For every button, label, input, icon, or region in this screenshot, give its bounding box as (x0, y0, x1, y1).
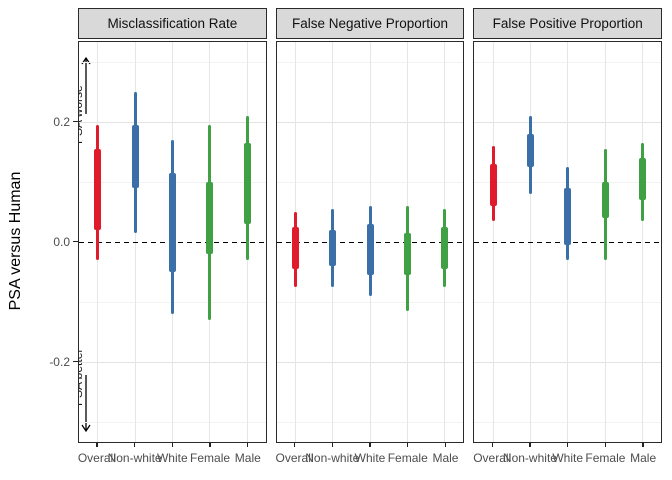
x-tick-mark (247, 443, 249, 447)
x-tick-label-male: Male (432, 451, 459, 465)
interval-inner-non-white (131, 125, 139, 188)
x-tick-mark (491, 443, 493, 447)
facet-panel (473, 41, 663, 443)
x-tick-label-overall: Overall (275, 451, 314, 465)
interval-inner-overall (291, 227, 299, 269)
facet-title: Misclassification Rate (107, 16, 238, 31)
interval-inner-white (168, 173, 176, 272)
facet-panel: PSA worse PSA better (78, 41, 267, 443)
x-tick-mark (96, 443, 98, 447)
x-tick-label-white: White (552, 451, 584, 465)
x-tick-label-male: Male (630, 451, 657, 465)
interval-inner-female (206, 182, 214, 254)
facet-header: False Positive Proportion (473, 8, 663, 39)
y-tick-mark (73, 361, 78, 363)
x-tick-label-female: Female (387, 451, 428, 465)
facet-panel (275, 41, 465, 443)
y-tick-label: -0.2 (49, 355, 70, 369)
facet-title: False Positive Proportion (492, 16, 643, 31)
y-tick-mark (73, 241, 78, 243)
x-tick-mark (529, 443, 531, 447)
down-arrow-icon (81, 375, 91, 433)
y-axis-title: PSA versus Human (7, 171, 24, 311)
interval-inner-male (638, 158, 646, 200)
interval-inner-overall (489, 164, 497, 206)
facet-row: Misclassification Rate PSA worse PSA bet… (78, 8, 663, 467)
interval-inner-female (601, 182, 609, 218)
annotation-psa-better: PSA better (78, 348, 85, 406)
x-tick-label-white: White (156, 451, 188, 465)
facet: False Negative Proportion Overall Non-whi… (276, 8, 465, 467)
x-axis: Overall Non-white White Female Male (78, 443, 267, 467)
interval-inner-white (366, 224, 374, 275)
x-tick-mark (369, 443, 371, 447)
facet-header: Misclassification Rate (78, 8, 267, 39)
facet-title: False Negative Proportion (291, 16, 449, 31)
y-tick-label: 0.2 (53, 115, 70, 129)
x-tick-mark (407, 443, 409, 447)
y-tick-label: 0.0 (53, 235, 70, 249)
x-tick-mark (566, 443, 569, 447)
x-tick-mark (331, 443, 333, 447)
facet: Misclassification Rate PSA worse PSA bet… (78, 8, 267, 467)
x-tick-label-overall: Overall (77, 451, 116, 465)
x-tick-mark (444, 443, 447, 447)
interval-inner-male (441, 227, 449, 269)
x-tick-mark (133, 443, 136, 447)
x-tick-mark (642, 443, 644, 447)
interval-inner-non-white (526, 134, 534, 167)
facet: False Positive Proportion Overall Non-whi… (473, 8, 663, 467)
interval-inner-non-white (329, 230, 337, 266)
interval-inner-female (403, 233, 411, 275)
x-tick-label-non-white: Non-white (107, 451, 162, 465)
x-axis: Overall Non-white White Female Male (473, 443, 662, 467)
x-tick-label-female: Female (585, 451, 626, 465)
x-tick-mark (293, 443, 296, 447)
interval-inner-white (564, 188, 572, 245)
x-tick-mark (604, 443, 607, 447)
interval-inner-male (243, 143, 251, 224)
x-tick-label-non-white: Non-white (305, 451, 360, 465)
x-axis: Overall Non-white White Female Male (276, 443, 465, 467)
y-tick-mark (73, 121, 78, 123)
annotation-psa-worse: PSA worse (78, 85, 85, 145)
x-tick-label-overall: Overall (473, 451, 512, 465)
x-tick-label-white: White (354, 451, 386, 465)
facet-header: False Negative Proportion (275, 8, 465, 39)
x-tick-mark (171, 443, 174, 447)
x-tick-mark (209, 443, 211, 447)
x-tick-label-male: Male (234, 451, 261, 465)
interval-inner-overall (94, 149, 102, 230)
x-tick-label-non-white: Non-white (502, 451, 557, 465)
x-tick-label-female: Female (190, 451, 231, 465)
